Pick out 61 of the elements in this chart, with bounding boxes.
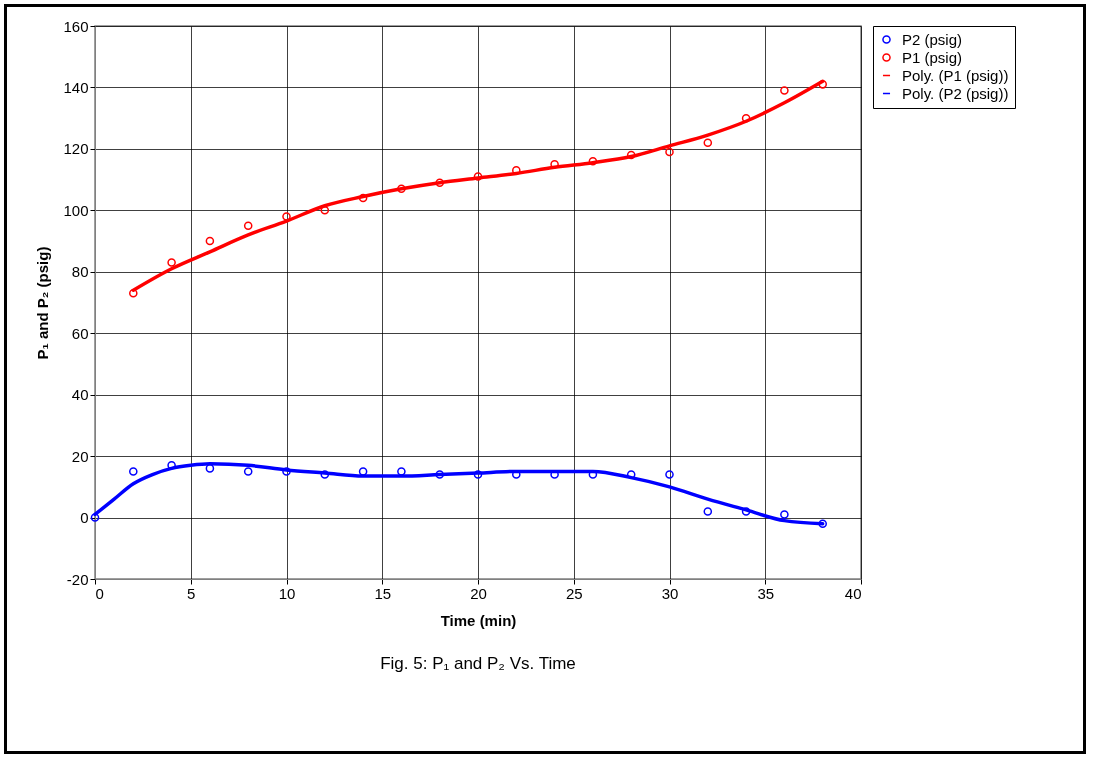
- x-tick-label: 0: [95, 584, 104, 602]
- point: [741, 113, 751, 123]
- point: [818, 519, 827, 528]
- y-tick-label: 160: [63, 17, 89, 35]
- x-tick-label: 30: [661, 584, 679, 602]
- y-tick-label: 40: [71, 386, 89, 404]
- legend-label: P1 (psig): [902, 48, 963, 66]
- y-tick-label: 140: [63, 78, 89, 96]
- y-tick-label: -20: [66, 570, 89, 588]
- x-tick-label: 20: [470, 584, 487, 602]
- point: [205, 464, 215, 473]
- point: [282, 212, 291, 221]
- x-tick-label: 25: [565, 584, 583, 602]
- y-tick-label: 80: [71, 263, 89, 281]
- x-tick-label: 10: [278, 584, 296, 602]
- point: [626, 150, 636, 160]
- y-tick-label: 120: [63, 140, 89, 158]
- point: [282, 467, 291, 476]
- point: [703, 507, 713, 516]
- point: [780, 510, 789, 519]
- x-tick-label: 5: [187, 584, 196, 602]
- point: [588, 156, 598, 166]
- point: [358, 467, 368, 476]
- point: [167, 258, 176, 267]
- legend-label: Poly. (P1 (psig)): [902, 66, 1009, 84]
- point: [435, 470, 444, 479]
- point: [512, 166, 521, 175]
- y-tick-label: 0: [80, 509, 89, 527]
- point: [205, 236, 215, 246]
- point: [167, 461, 176, 470]
- y-tick-label: 60: [71, 324, 89, 342]
- point: [818, 80, 827, 89]
- legend-label: Poly. (P2 (psig)): [902, 84, 1009, 102]
- point: [243, 221, 253, 230]
- x-tick-label: 40: [844, 584, 862, 602]
- point: [550, 159, 559, 169]
- point: [665, 470, 674, 479]
- point: [320, 470, 330, 479]
- x-axis-title: Time (min): [440, 611, 517, 629]
- x-tick-label: 35: [757, 584, 775, 602]
- y-axis-title: P₁ and P₂ (psig): [34, 246, 52, 360]
- point: [129, 289, 138, 298]
- point: [243, 467, 253, 476]
- point: [703, 138, 713, 148]
- point: [665, 147, 674, 157]
- point: [358, 193, 368, 203]
- point: [320, 206, 330, 215]
- point: [435, 178, 444, 187]
- text: Fig. 5: P₁ and P₂ Vs. Time: [380, 654, 576, 673]
- point: [473, 470, 483, 479]
- point: [129, 467, 138, 476]
- point: [397, 467, 406, 476]
- legend-label: P2 (psig): [902, 30, 963, 48]
- line-series: [93, 462, 825, 526]
- y-tick-label: 20: [71, 447, 89, 465]
- point: [780, 86, 789, 95]
- point: [473, 172, 483, 181]
- point: [741, 507, 751, 516]
- y-tick-label: 100: [63, 201, 89, 219]
- point: [397, 184, 406, 194]
- x-tick-label: 15: [374, 584, 392, 602]
